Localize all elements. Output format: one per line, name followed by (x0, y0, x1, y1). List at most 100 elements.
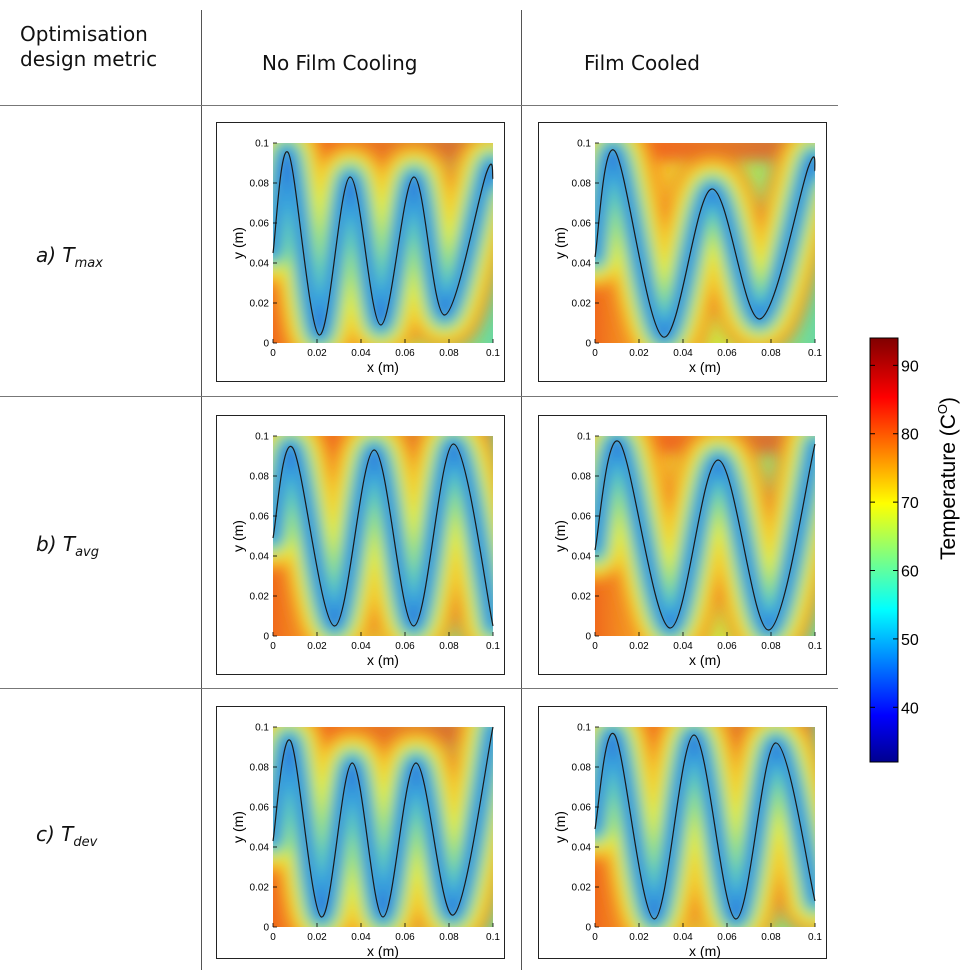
plot-tmax-film-cooled: 0 0.02 0.04 0.06 0.08 0.1 0 0.02 0.04 0.06 0.08 0.1… (538, 122, 827, 382)
plot-tavg-no-film: 0 0.02 0.04 0.06 0.08 0.1 0 0.02 0.04 0.06 0.08 0.1… (216, 415, 505, 675)
y-tick-label: 0 (585, 923, 591, 934)
y-tick-label: 0.04 (572, 843, 592, 854)
y-tick-label: 0.04 (572, 259, 592, 270)
x-tick-label: 0.08 (761, 641, 781, 652)
plot-tdev-no-film: 0 0.02 0.04 0.06 0.08 0.1 0 0.02 0.04 0.06 0.08 0.1… (216, 706, 505, 959)
heatmap-field (273, 143, 493, 343)
x-tick-label: 0.04 (673, 348, 693, 359)
y-tick-label: 0.08 (250, 763, 270, 774)
y-tick-label: 0.02 (250, 592, 270, 603)
heatmap-gradient (595, 436, 815, 636)
channel-curve (594, 149, 816, 338)
x-tick-label: 0 (270, 641, 276, 652)
x-tick-label: 0.04 (351, 641, 371, 652)
heatmap-gradient (273, 436, 493, 636)
temperature-colorbar: 40 50 60 70 80 90 (868, 336, 928, 773)
channel-curve (594, 732, 816, 920)
metric-column-header: Optimisation design metric (20, 22, 157, 72)
y-tick-label: 0.1 (255, 139, 269, 150)
channel-curve (272, 726, 494, 918)
y-tick-label: 0.1 (255, 432, 269, 443)
row-label-tavg: b) Tavg (36, 532, 99, 560)
x-tick-label: 0.04 (351, 932, 371, 943)
film-cooled-header: Film Cooled (584, 51, 700, 75)
x-tick-label: 0.02 (307, 641, 327, 652)
row-label-tmax: a) Tmax (36, 243, 103, 271)
x-tick-label: 0.02 (629, 348, 649, 359)
row-divider-1 (0, 396, 838, 397)
row-label-tmax-prefix: a) T (36, 243, 75, 267)
x-tick-label: 0.04 (673, 641, 693, 652)
row-label-tavg-sub: avg (75, 545, 99, 560)
row-label-tmax-sub: max (74, 256, 103, 271)
y-tick-label: 0.04 (250, 259, 270, 270)
y-tick-label: 0 (263, 923, 269, 934)
no-film-cooling-header: No Film Cooling (262, 51, 418, 75)
x-tick-label: 0.02 (629, 932, 649, 943)
colorbar-title-sup: O (935, 403, 950, 415)
x-tick-label: 0.06 (395, 348, 415, 359)
channel-curve (272, 151, 494, 336)
y-axis-label: y (m) (230, 811, 246, 843)
x-tick-label: 0.08 (761, 932, 781, 943)
y-tick-label: 0.1 (577, 139, 591, 150)
x-axis-label: x (m) (689, 359, 721, 375)
x-tick-label: 0.04 (673, 932, 693, 943)
x-tick-label: 0.02 (307, 932, 327, 943)
x-tick-label: 0.08 (439, 348, 459, 359)
x-axis-label: x (m) (367, 943, 399, 958)
x-tick-label: 0 (592, 641, 598, 652)
x-tick-label: 0.1 (808, 641, 822, 652)
x-tick-label: 0 (592, 932, 598, 943)
colorbar-tick-label: 70 (901, 495, 919, 512)
row-label-tdev: c) Tdev (36, 822, 97, 850)
colorbar-tick-label: 80 (901, 427, 919, 444)
metric-header-line2: design metric (20, 47, 158, 71)
row-divider-header (0, 105, 838, 106)
x-tick-label: 0.02 (629, 641, 649, 652)
heatmap-gradient (273, 143, 493, 343)
x-tick-label: 0.06 (717, 348, 737, 359)
heatmap-gradient (273, 727, 493, 927)
heatmap-field (273, 436, 493, 636)
y-tick-label: 0.06 (572, 512, 592, 523)
x-tick-label: 0.1 (808, 348, 822, 359)
x-tick-label: 0.02 (307, 348, 327, 359)
plot-tdev-film-cooled: 0 0.02 0.04 0.06 0.08 0.1 0 0.02 0.04 0.06 0.08 0.1… (538, 706, 827, 959)
y-tick-label: 0.1 (577, 432, 591, 443)
y-tick-label: 0 (585, 339, 591, 350)
y-tick-label: 0.08 (572, 763, 592, 774)
y-tick-label: 0.02 (572, 299, 592, 310)
y-tick-label: 0 (263, 632, 269, 643)
channel-curve (594, 440, 816, 631)
y-axis-label: y (m) (552, 811, 568, 843)
y-tick-label: 0.06 (250, 219, 270, 230)
x-tick-label: 0 (592, 348, 598, 359)
colorbar-title-close: ) (937, 396, 960, 404)
x-tick-label: 0 (270, 348, 276, 359)
y-tick-label: 0 (585, 632, 591, 643)
colorbar-title: Temperature (CO) (935, 397, 961, 560)
y-axis-label: y (m) (230, 520, 246, 552)
x-tick-label: 0.1 (486, 641, 500, 652)
x-tick-label: 0.06 (395, 641, 415, 652)
heatmap-gradient (595, 727, 815, 927)
y-tick-label: 0.02 (572, 883, 592, 894)
metric-header-line1: Optimisation (20, 22, 148, 46)
y-axis-label: y (m) (230, 227, 246, 259)
x-axis-label: x (m) (689, 943, 721, 958)
row-divider-2 (0, 688, 838, 689)
y-tick-label: 0.08 (250, 179, 270, 190)
row-label-tavg-prefix: b) T (36, 532, 76, 556)
row-label-tdev-prefix: c) T (36, 822, 74, 846)
y-tick-label: 0.02 (250, 299, 270, 310)
x-axis-label: x (m) (689, 652, 721, 668)
y-tick-label: 0.08 (250, 472, 270, 483)
y-tick-label: 0.04 (250, 843, 270, 854)
y-axis-label: y (m) (552, 227, 568, 259)
x-tick-label: 0.08 (439, 932, 459, 943)
plot-tmax-no-film: 0 0.02 0.04 0.06 0.08 0.1 0 0.02 0.04 0.06 0.08 0.1… (216, 122, 505, 382)
x-axis-label: x (m) (367, 359, 399, 375)
heatmap-field (273, 727, 493, 927)
x-tick-label: 0.08 (761, 348, 781, 359)
